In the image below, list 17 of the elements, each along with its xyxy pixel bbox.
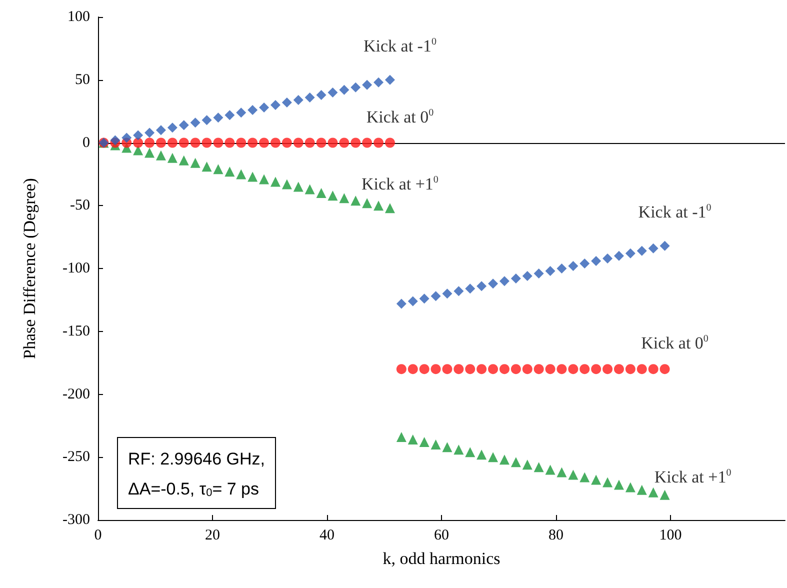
y-tick-label: -100 <box>62 260 90 276</box>
y-tick-label: 100 <box>68 9 90 25</box>
y-tick-label: -50 <box>70 198 90 214</box>
y-axis-title: Phase Difference (Degree) <box>20 178 39 359</box>
x-tick-label: 0 <box>94 528 102 544</box>
x-tick-label: 100 <box>659 528 682 544</box>
y-tick-label: 50 <box>75 72 90 88</box>
x-axis-title: k, odd harmonics <box>382 549 500 568</box>
x-tick-label: 20 <box>205 528 220 544</box>
x-tick-label: 40 <box>320 528 334 544</box>
y-tick-label: -300 <box>62 512 90 528</box>
y-tick-label: -200 <box>62 386 90 402</box>
y-tick-label: 0 <box>82 134 90 151</box>
x-tick-label: 80 <box>548 528 564 544</box>
y-tick-label: -150 <box>62 323 90 340</box>
x-tick-label: 60 <box>434 528 449 544</box>
y-tick-label: -250 <box>62 449 90 466</box>
